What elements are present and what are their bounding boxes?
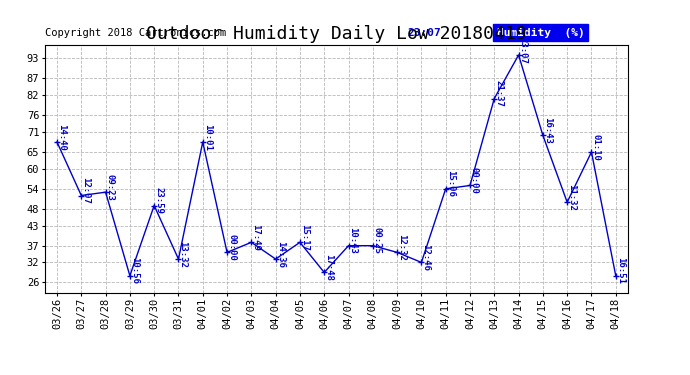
Text: 17:48: 17:48 — [324, 254, 333, 281]
Text: 12:32: 12:32 — [397, 234, 406, 261]
Text: 09:23: 09:23 — [106, 174, 115, 201]
Text: 00:25: 00:25 — [373, 227, 382, 254]
Text: 15:06: 15:06 — [446, 170, 455, 197]
Text: 23:07: 23:07 — [519, 37, 528, 63]
Text: 12:07: 12:07 — [81, 177, 90, 204]
Text: 23:07: 23:07 — [408, 28, 442, 38]
Text: 21:37: 21:37 — [494, 80, 503, 107]
Text: 00:00: 00:00 — [227, 234, 236, 261]
Text: Humidity  (%): Humidity (%) — [497, 28, 584, 38]
Text: 13:32: 13:32 — [179, 241, 188, 267]
Text: 01:10: 01:10 — [591, 134, 600, 160]
Title: Outdoor Humidity Daily Low 20180419: Outdoor Humidity Daily Low 20180419 — [146, 26, 526, 44]
Text: 11:32: 11:32 — [567, 184, 576, 211]
Text: 15:17: 15:17 — [300, 224, 309, 251]
Text: 16:51: 16:51 — [615, 257, 624, 284]
Text: 14:36: 14:36 — [275, 241, 285, 267]
Text: 10:56: 10:56 — [130, 257, 139, 284]
Text: 16:43: 16:43 — [543, 117, 552, 144]
Text: 17:49: 17:49 — [251, 224, 260, 251]
Text: 12:46: 12:46 — [422, 244, 431, 271]
Text: 14:40: 14:40 — [57, 123, 66, 150]
Text: 10:01: 10:01 — [203, 123, 212, 150]
Text: 10:43: 10:43 — [348, 227, 357, 254]
Text: Copyright 2018 Cartronics.com: Copyright 2018 Cartronics.com — [45, 28, 226, 38]
Text: 00:00: 00:00 — [470, 167, 479, 194]
Text: 23:59: 23:59 — [154, 187, 163, 214]
